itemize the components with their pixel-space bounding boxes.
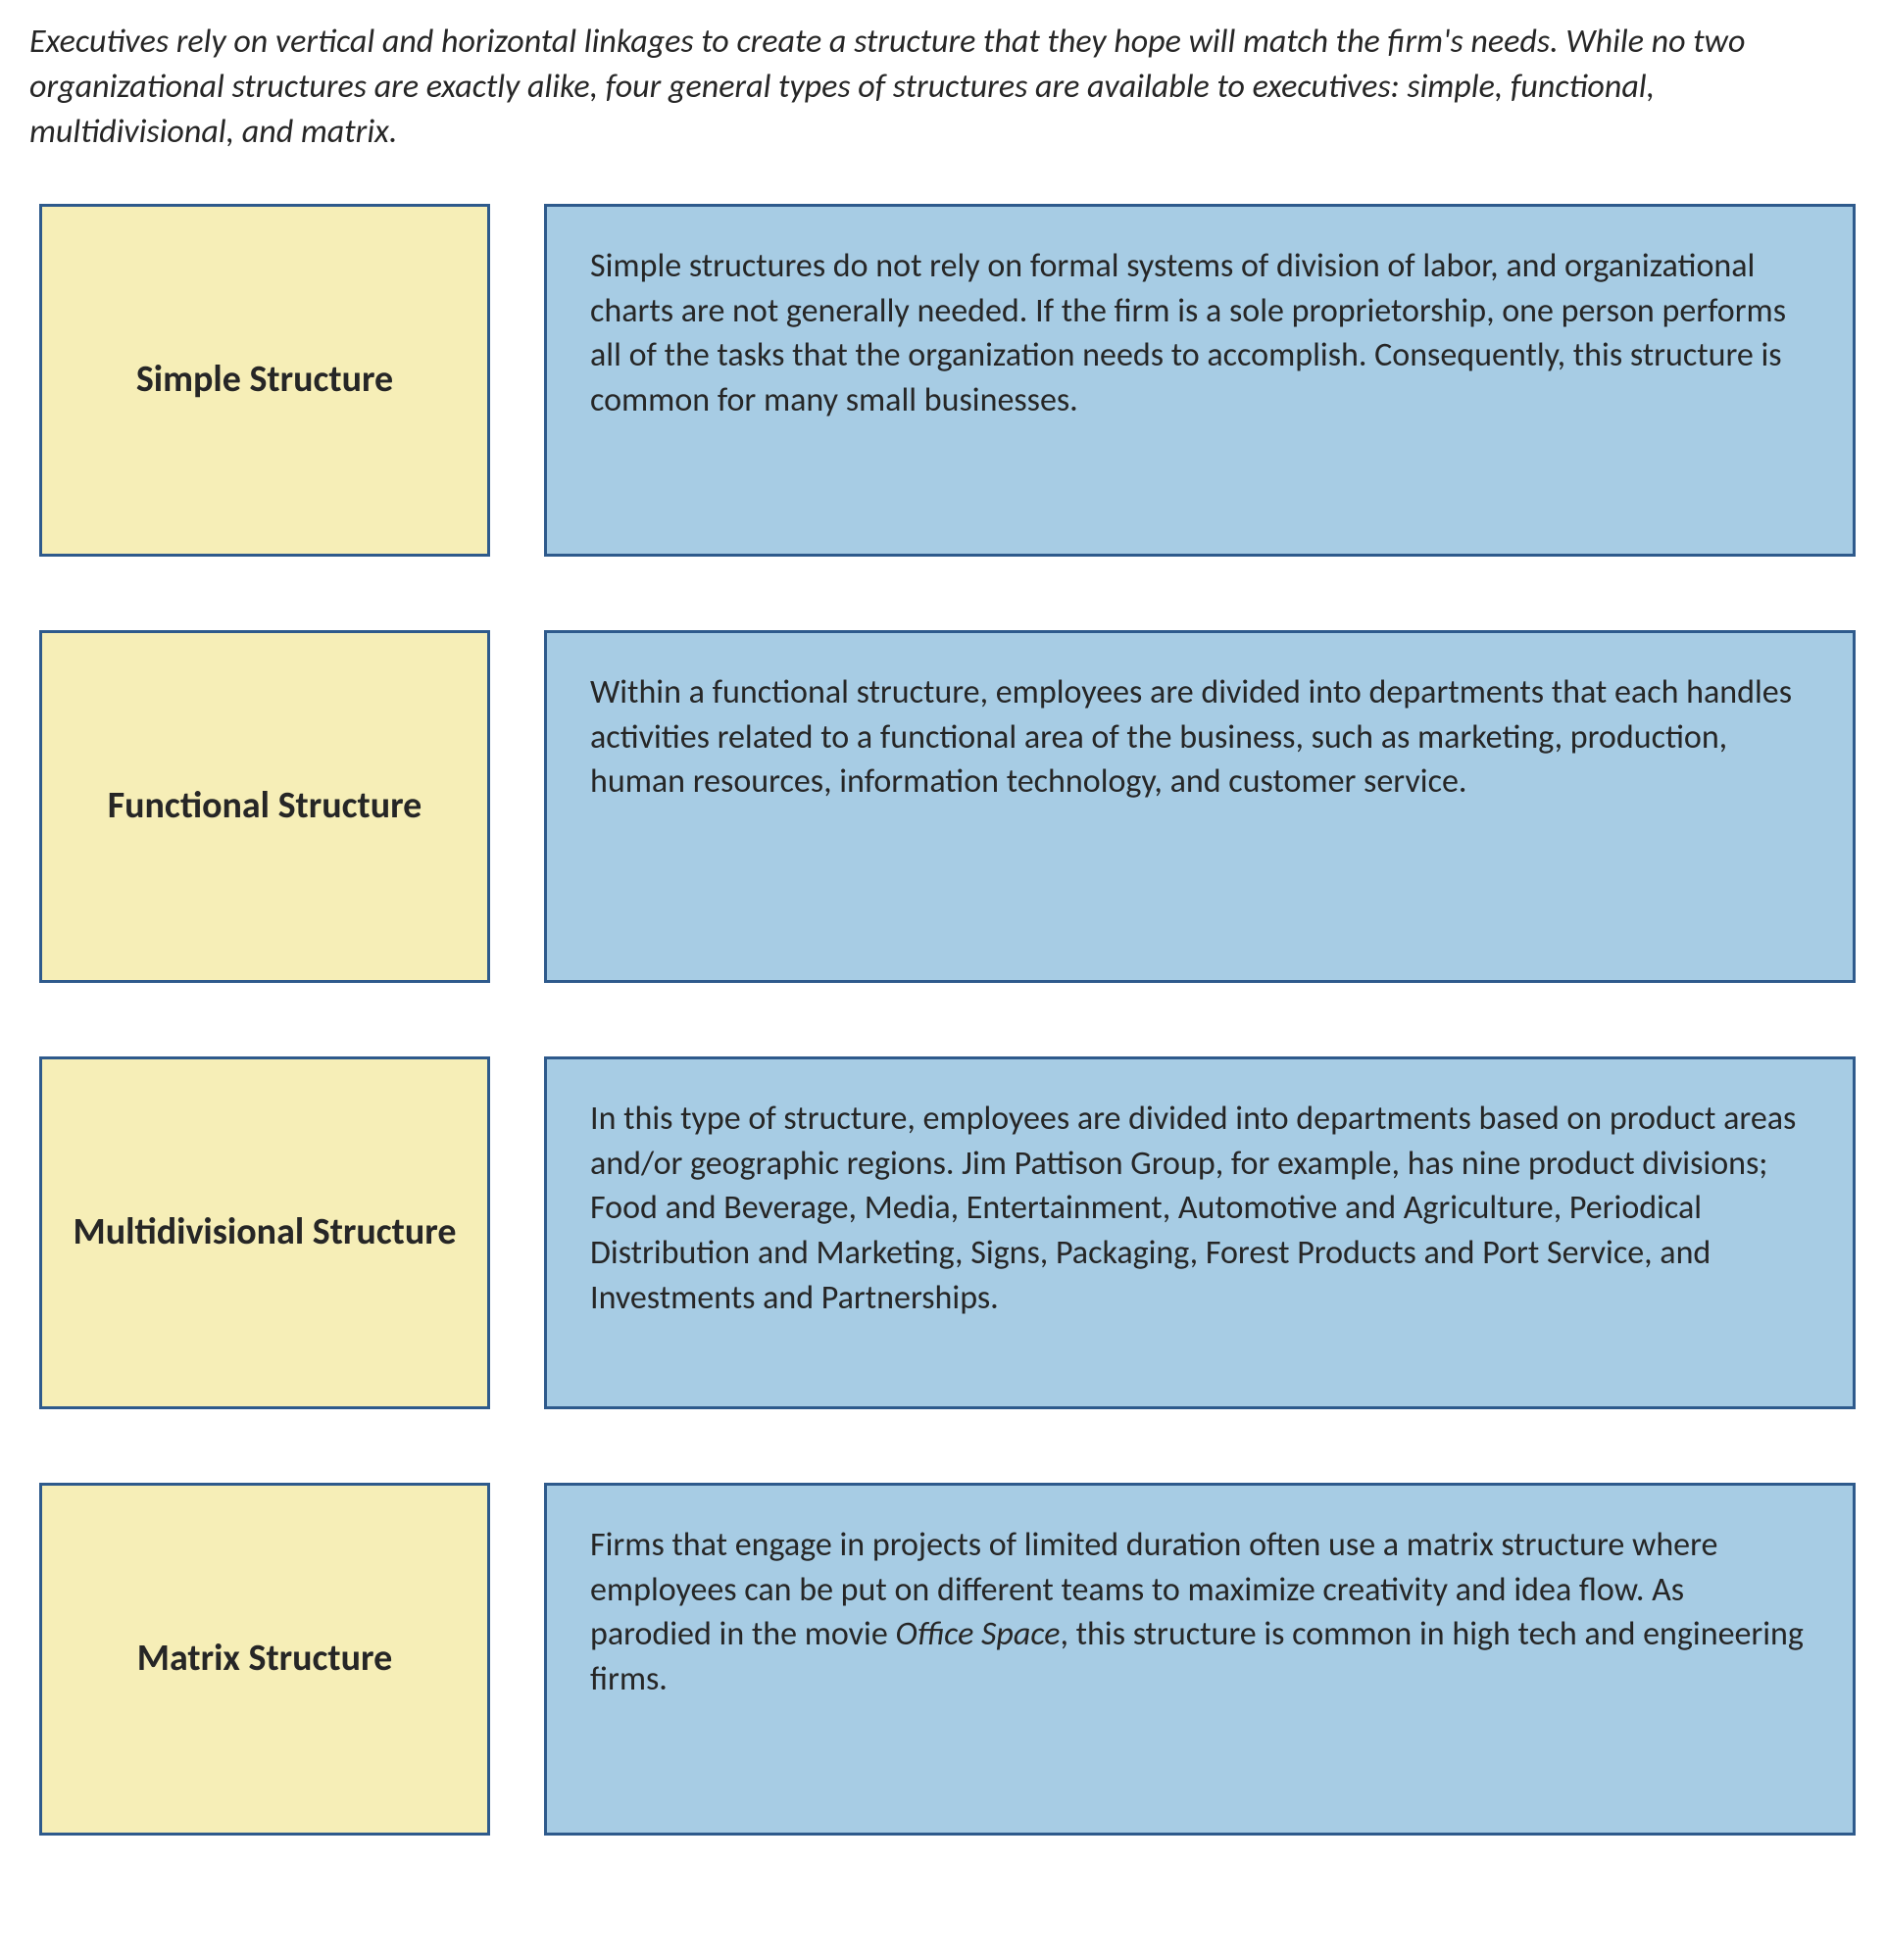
structure-description: Firms that engage in projects of limited…	[590, 1523, 1810, 1703]
structure-description: Within a functional structure, employees…	[590, 670, 1810, 806]
structure-row: Functional Structure Within a functional…	[39, 630, 1856, 983]
structure-description: Simple structures do not rely on formal …	[590, 244, 1810, 424]
structure-label-box: Multidivisional Structure	[39, 1056, 490, 1409]
structure-desc-box: In this type of structure, employees are…	[544, 1056, 1856, 1409]
structure-row: Multidivisional Structure In this type o…	[39, 1056, 1856, 1409]
structure-label-box: Simple Structure	[39, 204, 490, 557]
structure-desc-box: Within a functional structure, employees…	[544, 630, 1856, 983]
structure-rows: Simple Structure Simple structures do no…	[29, 204, 1856, 1836]
structure-label-box: Matrix Structure	[39, 1483, 490, 1836]
structure-desc-box: Firms that engage in projects of limited…	[544, 1483, 1856, 1836]
intro-paragraph: Executives rely on vertical and horizont…	[29, 20, 1856, 155]
desc-em: Office Space	[895, 1614, 1060, 1654]
structure-label: Simple Structure	[136, 357, 393, 404]
structure-description: In this type of structure, employees are…	[590, 1097, 1810, 1321]
structure-label: Multidivisional Structure	[74, 1209, 457, 1256]
structure-label: Functional Structure	[108, 783, 422, 830]
structure-row: Matrix Structure Firms that engage in pr…	[39, 1483, 1856, 1836]
structure-label-box: Functional Structure	[39, 630, 490, 983]
structure-row: Simple Structure Simple structures do no…	[39, 204, 1856, 557]
structure-label: Matrix Structure	[137, 1636, 392, 1683]
structure-desc-box: Simple structures do not rely on formal …	[544, 204, 1856, 557]
